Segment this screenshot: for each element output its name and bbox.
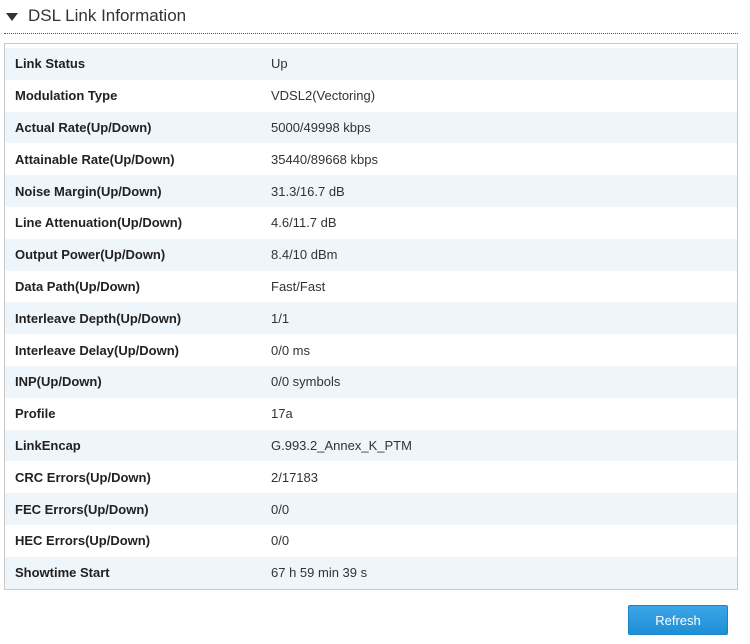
section-header: DSL Link Information <box>4 0 738 34</box>
dsl-info-panel: Link Status Up Modulation Type VDSL2(Vector… <box>4 43 738 590</box>
info-row-label: Output Power(Up/Down) <box>5 238 271 271</box>
info-row-value: 5000/49998 kbps <box>271 111 737 144</box>
info-row-value: Fast/Fast <box>271 270 737 303</box>
info-row: Output Power(Up/Down) 8.4/10 dBm <box>5 238 737 271</box>
info-row-value: 0/0 <box>271 493 737 525</box>
info-row-value: 0/0 symbols <box>271 365 737 398</box>
info-row-label: Showtime Start <box>5 556 271 589</box>
info-row-label: FEC Errors(Up/Down) <box>5 493 271 525</box>
info-row: Modulation Type VDSL2(Vectoring) <box>5 79 737 112</box>
info-row-label: HEC Errors(Up/Down) <box>5 524 271 557</box>
info-row-value: 67 h 59 min 39 s <box>271 556 737 589</box>
info-row: LinkEncap G.993.2_Annex_K_PTM <box>5 429 737 462</box>
dsl-info-table: Link Status Up Modulation Type VDSL2(Vector… <box>5 48 737 589</box>
info-row: Showtime Start 67 h 59 min 39 s <box>5 556 737 589</box>
info-row-value: VDSL2(Vectoring) <box>271 79 737 112</box>
info-row-label: Noise Margin(Up/Down) <box>5 175 271 207</box>
info-row: Data Path(Up/Down) Fast/Fast <box>5 270 737 303</box>
info-row-value: 2/17183 <box>271 461 737 494</box>
info-row-value: 4.6/11.7 dB <box>271 206 737 239</box>
refresh-button[interactable]: Refresh <box>628 605 728 635</box>
info-row-value: 0/0 <box>271 524 737 557</box>
info-row: Attainable Rate(Up/Down) 35440/89668 kbps <box>5 143 737 176</box>
info-row: Link Status Up <box>5 48 737 80</box>
info-row-label: Interleave Depth(Up/Down) <box>5 302 271 335</box>
info-row-value: 35440/89668 kbps <box>271 143 737 176</box>
info-row: Interleave Delay(Up/Down) 0/0 ms <box>5 334 737 366</box>
info-row: Line Attenuation(Up/Down) 4.6/11.7 dB <box>5 206 737 239</box>
info-row-value: 8.4/10 dBm <box>271 238 737 271</box>
info-row-label: Attainable Rate(Up/Down) <box>5 143 271 176</box>
info-row: HEC Errors(Up/Down) 0/0 <box>5 524 737 557</box>
info-row-value: 17a <box>271 397 737 430</box>
collapse-triangle-icon[interactable] <box>6 13 18 21</box>
info-row-label: Link Status <box>5 48 271 80</box>
info-row-label: Modulation Type <box>5 79 271 112</box>
info-row: Noise Margin(Up/Down) 31.3/16.7 dB <box>5 175 737 207</box>
info-row-value: Up <box>271 48 737 80</box>
info-row-label: Actual Rate(Up/Down) <box>5 111 271 144</box>
info-row: CRC Errors(Up/Down) 2/17183 <box>5 461 737 494</box>
info-row: FEC Errors(Up/Down) 0/0 <box>5 493 737 525</box>
info-row-label: Profile <box>5 397 271 430</box>
info-row: Interleave Depth(Up/Down) 1/1 <box>5 302 737 335</box>
info-row-label: Interleave Delay(Up/Down) <box>5 334 271 366</box>
info-row-label: LinkEncap <box>5 429 271 462</box>
info-row-value: G.993.2_Annex_K_PTM <box>271 429 737 462</box>
info-row-label: Line Attenuation(Up/Down) <box>5 206 271 239</box>
info-row: INP(Up/Down) 0/0 symbols <box>5 365 737 398</box>
section-title: DSL Link Information <box>28 6 187 25</box>
info-row-label: CRC Errors(Up/Down) <box>5 461 271 494</box>
info-row-value: 1/1 <box>271 302 737 335</box>
info-row: Profile 17a <box>5 397 737 430</box>
info-row-value: 0/0 ms <box>271 334 737 366</box>
info-row: Actual Rate(Up/Down) 5000/49998 kbps <box>5 111 737 144</box>
info-row-value: 31.3/16.7 dB <box>271 175 737 207</box>
info-row-label: Data Path(Up/Down) <box>5 270 271 303</box>
info-row-label: INP(Up/Down) <box>5 365 271 398</box>
